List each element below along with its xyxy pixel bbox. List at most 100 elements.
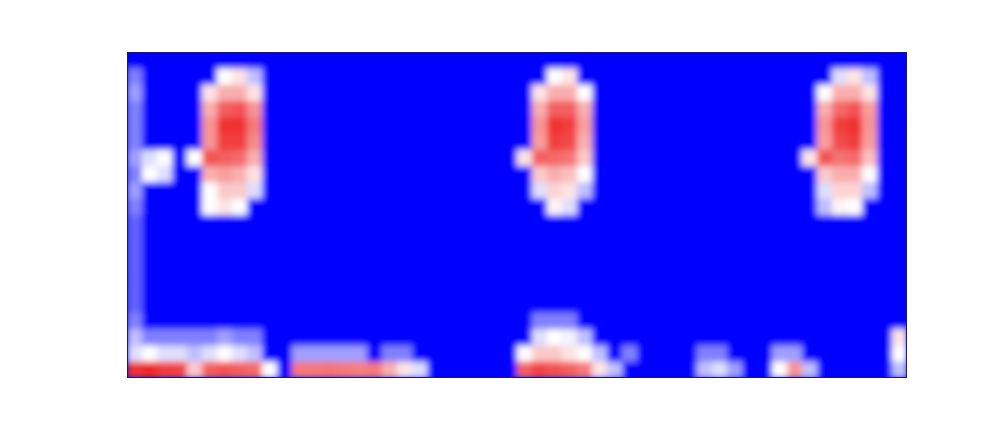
heatmap-cell — [847, 134, 863, 151]
heatmap-cell — [847, 248, 863, 265]
heatmap-cell — [667, 117, 683, 134]
heatmap-cell — [712, 68, 728, 85]
heatmap-cell — [847, 52, 863, 69]
heatmap-cell — [712, 280, 728, 297]
heatmap-cell — [142, 215, 158, 232]
heatmap-cell — [892, 101, 907, 118]
heatmap-cell — [547, 329, 563, 346]
heatmap-cell — [397, 134, 413, 151]
heatmap-cell — [592, 117, 608, 134]
heatmap-cell — [292, 313, 308, 330]
heatmap-cell — [652, 117, 668, 134]
heatmap-cell — [262, 166, 278, 183]
heatmap-cell — [742, 150, 758, 167]
heatmap-cell — [367, 329, 383, 346]
heatmap-cell — [352, 68, 368, 85]
heatmap-cell — [277, 345, 293, 362]
heatmap-cell — [622, 231, 638, 248]
heatmap-cell — [592, 345, 608, 362]
heatmap-cell — [367, 52, 383, 69]
heatmap-cell — [727, 215, 743, 232]
heatmap-cell — [217, 215, 233, 232]
heatmap-cell — [352, 182, 368, 199]
heatmap-cell — [592, 199, 608, 216]
heatmap-cell — [832, 199, 848, 216]
heatmap-cell — [457, 199, 473, 216]
heatmap-cell — [247, 362, 263, 378]
heatmap-cell — [547, 182, 563, 199]
heatmap-cell — [292, 182, 308, 199]
heatmap-cell — [292, 199, 308, 216]
heatmap-cell — [622, 280, 638, 297]
heatmap-cell — [277, 68, 293, 85]
heatmap-cell — [862, 215, 878, 232]
heatmap-cell — [532, 362, 548, 378]
heatmap-cell — [652, 215, 668, 232]
heatmap-cell — [172, 199, 188, 216]
heatmap-cell — [142, 264, 158, 281]
heatmap-cell — [862, 231, 878, 248]
heatmap-cell — [217, 199, 233, 216]
heatmap-cell — [457, 101, 473, 118]
heatmap-cell — [367, 68, 383, 85]
heatmap-cell — [892, 166, 907, 183]
heatmap-cell — [727, 85, 743, 102]
heatmap-cell — [772, 215, 788, 232]
heatmap-cell — [622, 297, 638, 314]
heatmap-cell — [892, 215, 907, 232]
heatmap-cell — [622, 134, 638, 151]
heatmap-cell — [292, 134, 308, 151]
heatmap-cell — [727, 297, 743, 314]
heatmap-cell — [697, 134, 713, 151]
heatmap-cell — [292, 85, 308, 102]
heatmap-cell — [652, 248, 668, 265]
heatmap-cell — [592, 280, 608, 297]
heatmap-cell — [532, 297, 548, 314]
heatmap-cell — [517, 85, 533, 102]
heatmap-cell — [547, 345, 563, 362]
heatmap-cell — [232, 280, 248, 297]
heatmap-cell — [607, 231, 623, 248]
heatmap-cell — [607, 199, 623, 216]
heatmap-cell — [802, 362, 818, 378]
heatmap-cell — [607, 68, 623, 85]
heatmap-cell — [457, 52, 473, 69]
heatmap-cell — [247, 52, 263, 69]
heatmap-cell — [832, 52, 848, 69]
heatmap-cell — [577, 362, 593, 378]
heatmap-cell — [517, 182, 533, 199]
heatmap-cell — [637, 68, 653, 85]
heatmap-cell — [427, 166, 443, 183]
heatmap-cell — [817, 248, 833, 265]
heatmap-cell — [727, 117, 743, 134]
heatmap-cell — [577, 68, 593, 85]
heatmap-cell — [262, 150, 278, 167]
heatmap-cell — [142, 182, 158, 199]
heatmap-cell — [592, 166, 608, 183]
heatmap-cell — [247, 345, 263, 362]
heatmap-cell — [427, 182, 443, 199]
heatmap-cell — [367, 85, 383, 102]
heatmap-cell — [757, 313, 773, 330]
heatmap-cell — [412, 313, 428, 330]
heatmap-cell — [757, 199, 773, 216]
heatmap-cell — [307, 297, 323, 314]
heatmap-cell — [307, 199, 323, 216]
heatmap-cell — [382, 297, 398, 314]
heatmap-cell — [562, 117, 578, 134]
heatmap-cell — [682, 182, 698, 199]
heatmap-cell — [652, 85, 668, 102]
heatmap-cell — [772, 313, 788, 330]
heatmap-cell — [817, 101, 833, 118]
heatmap-cell — [592, 362, 608, 378]
heatmap-cell — [172, 68, 188, 85]
heatmap-cell — [637, 329, 653, 346]
heatmap-cell — [772, 101, 788, 118]
heatmap-cell — [802, 52, 818, 69]
heatmap-cell — [502, 280, 518, 297]
heatmap-cell — [652, 280, 668, 297]
heatmap-cell — [892, 345, 907, 362]
heatmap-cell — [757, 362, 773, 378]
heatmap-cell — [352, 313, 368, 330]
heatmap-cell — [292, 248, 308, 265]
